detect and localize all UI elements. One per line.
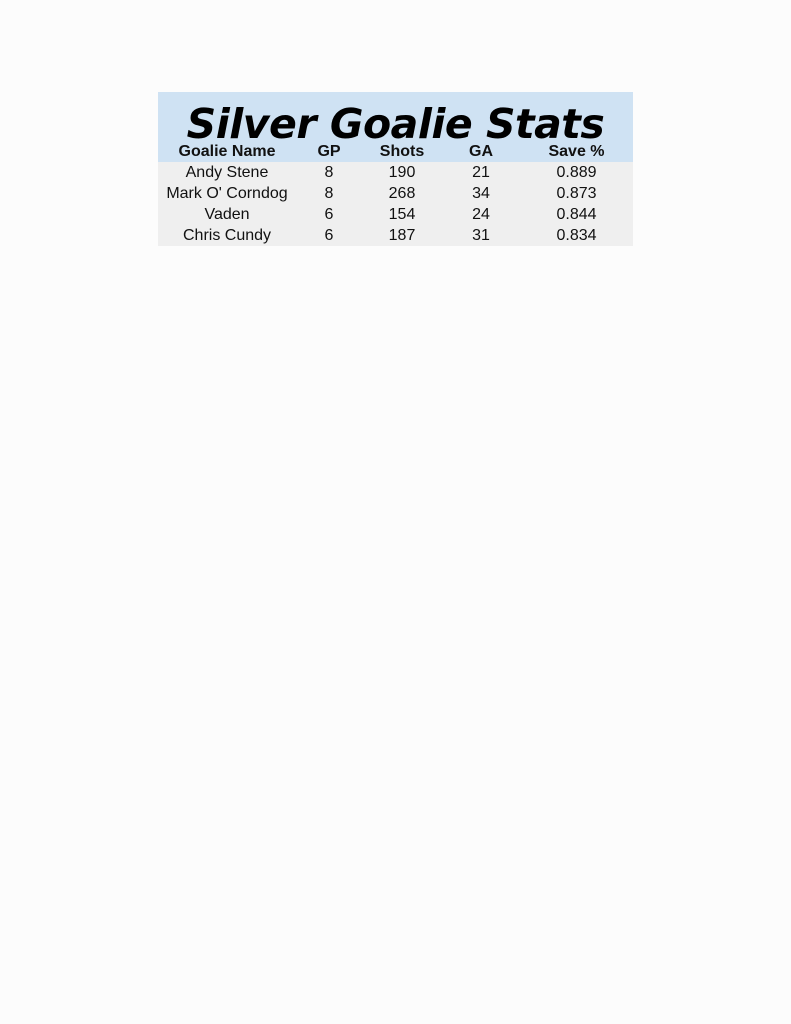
- column-header: GA: [469, 143, 493, 160]
- cell: 187: [388, 227, 416, 244]
- cell: 31: [472, 227, 490, 244]
- column-header: Goalie Name: [178, 143, 276, 160]
- column-header: GP: [317, 143, 341, 160]
- table-body: Andy Stene 8 190 21 0.889 Mark O' Corndo…: [158, 162, 633, 246]
- cell: Chris Cundy: [182, 227, 272, 244]
- cell: 8: [324, 164, 334, 181]
- cell: 0.834: [556, 227, 597, 244]
- table-title: Silver Goalie Stats: [186, 100, 605, 148]
- table-row: Vaden 6 154 24 0.844: [158, 204, 633, 225]
- cell: 6: [324, 206, 334, 223]
- cell: 8: [324, 185, 334, 202]
- cell: 0.873: [556, 185, 597, 202]
- cell: Andy Stene: [185, 164, 269, 181]
- cell: 21: [472, 164, 490, 181]
- column-header: Shots: [379, 143, 425, 160]
- table-row: Chris Cundy 6 187 31 0.834: [158, 225, 633, 246]
- cell: 190: [388, 164, 416, 181]
- cell: 24: [472, 206, 490, 223]
- table-row: Mark O' Corndog 8 268 34 0.873: [158, 183, 633, 204]
- goalie-stats-table: Silver Goalie Stats Goalie Name GP Shots…: [158, 92, 633, 246]
- table-row: Andy Stene 8 190 21 0.889: [158, 162, 633, 183]
- cell: 34: [472, 185, 490, 202]
- cell: 268: [388, 185, 416, 202]
- cell: 0.889: [556, 164, 597, 181]
- table-header: Silver Goalie Stats Goalie Name GP Shots…: [158, 92, 633, 162]
- cell: 0.844: [556, 206, 597, 223]
- cell: Mark O' Corndog: [166, 185, 288, 202]
- cell: 6: [324, 227, 334, 244]
- header-row: Goalie Name GP Shots GA Save %: [158, 142, 633, 162]
- cell: Vaden: [204, 206, 250, 223]
- cell: 154: [388, 206, 416, 223]
- column-header: Save %: [548, 143, 605, 160]
